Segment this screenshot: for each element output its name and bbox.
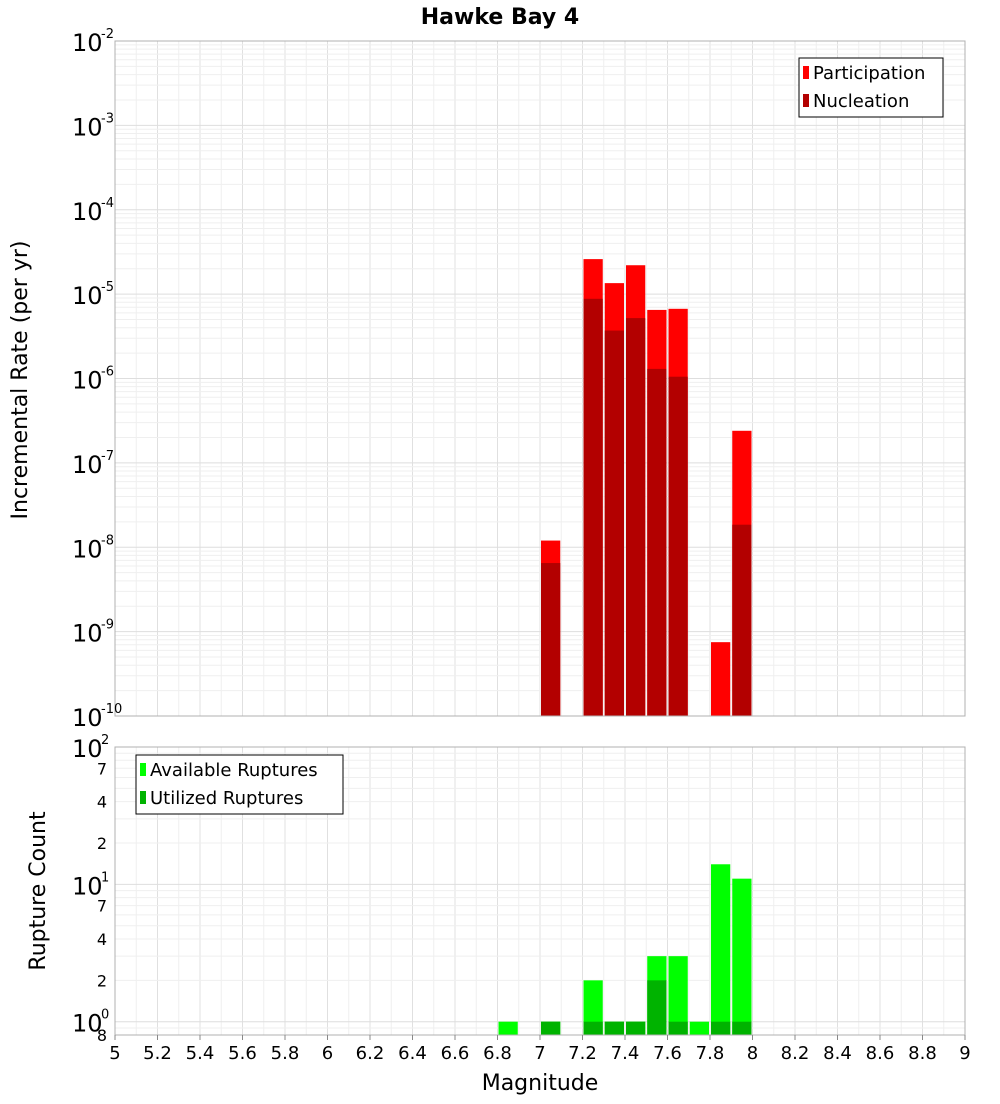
bottom-bars	[498, 864, 752, 1035]
y-minor-tick-label: 4	[97, 793, 107, 812]
y-tick-exponent: -3	[101, 111, 114, 126]
y-tick-label: 10	[72, 451, 103, 479]
y-minor-tick-label: 7	[97, 759, 107, 778]
available-ruptures-bar	[711, 864, 731, 1035]
x-tick-label: 5.6	[228, 1043, 257, 1064]
x-tick-label: 7	[534, 1043, 545, 1064]
x-tick-label: 5.8	[271, 1043, 300, 1064]
x-tick-label: 6.8	[483, 1043, 512, 1064]
nucleation-bar	[647, 368, 667, 716]
nucleation-bar	[541, 563, 561, 716]
available-ruptures-bar	[689, 1021, 709, 1035]
y-tick-exponent: -7	[101, 449, 114, 464]
x-tick-label: 6	[322, 1043, 333, 1064]
utilized-ruptures-bar	[541, 1021, 561, 1035]
top-y-ticks: 10-210-310-410-510-610-710-810-910-10	[72, 27, 122, 732]
legend-label-available-ruptures: Available Ruptures	[150, 760, 318, 781]
y-tick-label: 10	[72, 704, 103, 732]
x-axis-label: Magnitude	[482, 1071, 599, 1096]
y-tick-label: 10	[72, 29, 103, 57]
y-minor-tick-label: 8	[97, 1026, 107, 1045]
legend-label-utilized-ruptures: Utilized Ruptures	[150, 788, 303, 809]
y-tick-label: 10	[72, 1010, 103, 1038]
y-tick-label: 10	[72, 620, 103, 648]
x-ticks: 5 5.2 5.4 5.6 5.8 6 6.2 6.4 6.6 6.8 7 7.2 7.4 7.6 7.8 8…	[109, 1035, 971, 1064]
bottom-y-axis-label: Rupture Count	[26, 811, 51, 971]
available-ruptures-bar	[668, 956, 688, 1035]
y-tick-exponent: -4	[101, 196, 114, 211]
legend-swatch-utilized-ruptures	[140, 791, 146, 804]
nucleation-bar	[668, 376, 688, 716]
x-tick-label: 9	[959, 1043, 970, 1064]
y-minor-tick-label: 2	[97, 971, 107, 990]
x-tick-label: 7.2	[568, 1043, 597, 1064]
x-tick-label: 6.2	[356, 1043, 385, 1064]
y-tick-label: 10	[72, 113, 103, 141]
utilized-ruptures-bar	[732, 1021, 752, 1035]
utilized-ruptures-bar	[604, 1021, 624, 1035]
available-ruptures-bar	[498, 1021, 518, 1035]
top-legend-box	[798, 57, 944, 118]
top-y-axis-label: Incremental Rate (per yr)	[8, 241, 33, 520]
top-plot-frame	[114, 40, 966, 717]
y-tick-exponent: -5	[101, 280, 114, 295]
y-tick-exponent: -10	[101, 702, 122, 717]
nucleation-bar	[732, 524, 752, 716]
y-tick-label: 10	[72, 872, 103, 900]
x-tick-label: 6.6	[441, 1043, 470, 1064]
x-tick-label: 7.6	[653, 1043, 682, 1064]
available-ruptures-bar	[583, 980, 603, 1035]
y-tick-exponent: -6	[101, 365, 114, 380]
nucleation-bar	[604, 330, 624, 716]
legend-swatch-nucleation	[803, 94, 809, 107]
bottom-legend-box	[135, 754, 344, 815]
x-tick-label: 8.8	[908, 1043, 937, 1064]
y-tick-exponent: 1	[101, 870, 109, 885]
chart-title: Hawke Bay 4	[421, 5, 579, 30]
participation-bar	[711, 642, 731, 716]
y-tick-exponent: -2	[101, 27, 114, 42]
x-tick-label: 8	[747, 1043, 758, 1064]
x-tick-label: 8.6	[866, 1043, 895, 1064]
x-tick-label: 5.2	[143, 1043, 172, 1064]
y-tick-exponent: 2	[101, 733, 109, 748]
x-tick-label: 8.4	[823, 1043, 852, 1064]
utilized-ruptures-bar	[583, 1021, 603, 1035]
x-tick-label: 7.4	[611, 1043, 640, 1064]
y-tick-label: 10	[72, 735, 103, 763]
legend-label-nucleation: Nucleation	[813, 91, 909, 112]
utilized-ruptures-bar	[626, 1021, 646, 1035]
y-tick-label: 10	[72, 198, 103, 226]
top-gridlines	[114, 40, 966, 717]
utilized-ruptures-bar	[647, 980, 667, 1035]
legend-label-participation: Participation	[813, 63, 925, 84]
y-tick-label: 10	[72, 535, 103, 563]
y-minor-tick-label: 4	[97, 930, 107, 949]
y-tick-exponent: -9	[101, 618, 114, 633]
legend-swatch-available-ruptures	[140, 763, 146, 776]
x-tick-label: 5	[109, 1043, 120, 1064]
y-tick-exponent: -8	[101, 533, 114, 548]
bottom-legend: Available Ruptures Utilized Ruptures	[135, 754, 344, 815]
available-ruptures-bar	[732, 878, 752, 1035]
utilized-ruptures-bar	[668, 1021, 688, 1035]
x-tick-label: 8.2	[781, 1043, 810, 1064]
x-tick-label: 7.8	[696, 1043, 725, 1064]
y-minor-tick-label: 2	[97, 834, 107, 853]
legend-swatch-participation	[803, 66, 809, 79]
x-tick-label: 5.4	[186, 1043, 215, 1064]
y-minor-tick-label: 7	[97, 897, 107, 916]
nucleation-bar	[626, 318, 646, 716]
utilized-ruptures-bar	[711, 1021, 731, 1035]
nucleation-bar	[583, 298, 603, 716]
top-bars	[541, 259, 752, 716]
x-tick-label: 6.4	[398, 1043, 427, 1064]
y-tick-label: 10	[72, 367, 103, 395]
top-legend: Participation Nucleation	[798, 57, 944, 118]
y-tick-label: 10	[72, 282, 103, 310]
y-tick-exponent: 0	[101, 1008, 109, 1023]
